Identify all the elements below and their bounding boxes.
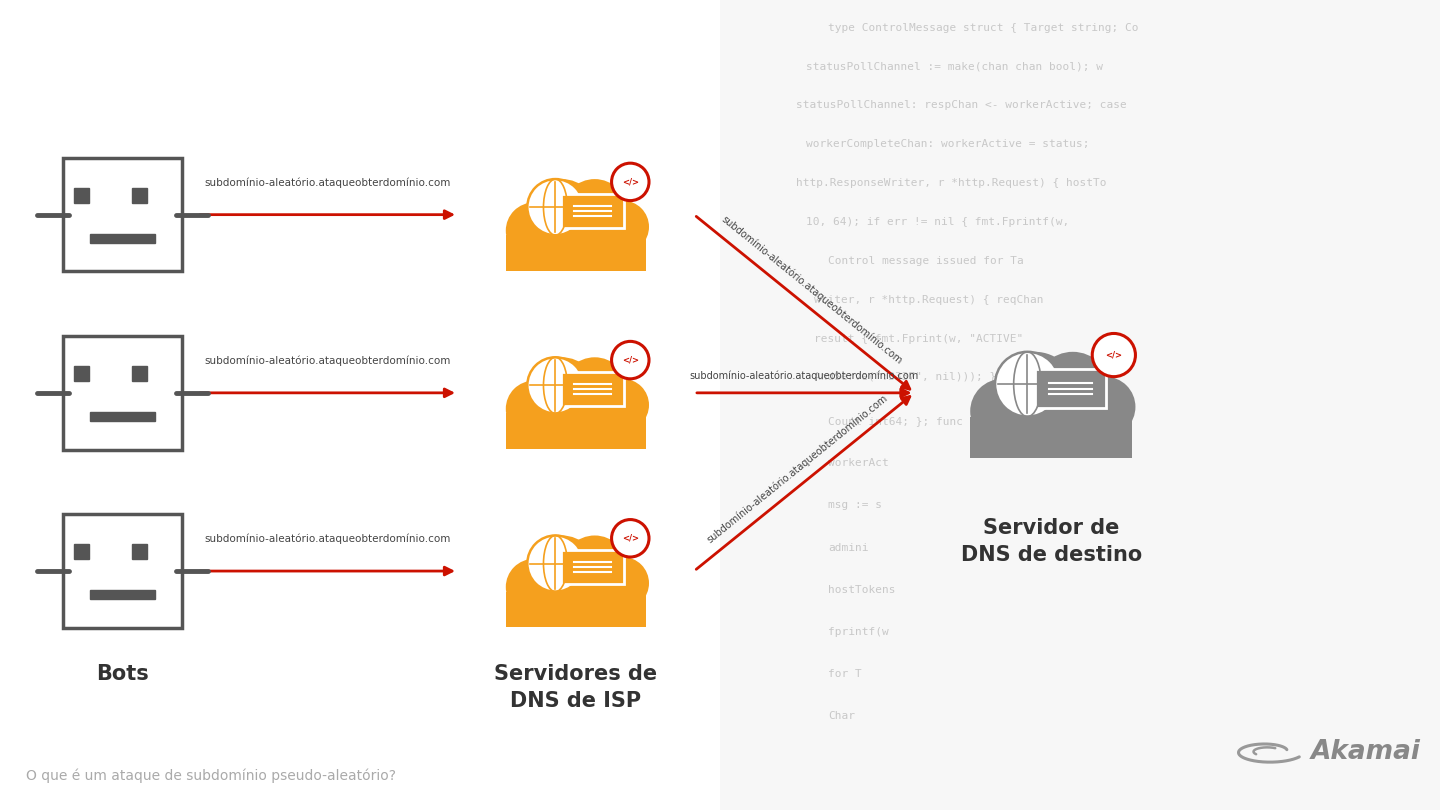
- FancyBboxPatch shape: [73, 544, 89, 560]
- Text: Servidores de
DNS de ISP: Servidores de DNS de ISP: [494, 664, 658, 710]
- FancyBboxPatch shape: [91, 590, 154, 599]
- Text: Bots: Bots: [96, 664, 148, 684]
- Ellipse shape: [1074, 377, 1136, 437]
- FancyBboxPatch shape: [91, 234, 154, 242]
- Text: msg := s: msg := s: [828, 501, 881, 510]
- Text: Count int64; }; func ma: Count int64; }; func ma: [828, 416, 984, 426]
- FancyBboxPatch shape: [505, 413, 647, 449]
- FancyBboxPatch shape: [562, 372, 625, 407]
- Text: subdomínio-aleatório.ataqueobterdomínio.com: subdomínio-aleatório.ataqueobterdomínio.…: [204, 177, 451, 188]
- Ellipse shape: [527, 179, 598, 250]
- FancyBboxPatch shape: [505, 235, 647, 271]
- Text: Char: Char: [828, 711, 855, 721]
- Ellipse shape: [994, 352, 1076, 434]
- Ellipse shape: [596, 379, 649, 431]
- FancyBboxPatch shape: [63, 158, 181, 271]
- Text: for T: for T: [828, 669, 861, 679]
- Text: </>: </>: [622, 177, 639, 186]
- Ellipse shape: [596, 201, 649, 253]
- Ellipse shape: [527, 357, 583, 413]
- Text: hostTokens: hostTokens: [828, 585, 896, 595]
- FancyBboxPatch shape: [63, 514, 181, 628]
- FancyBboxPatch shape: [132, 544, 147, 560]
- Text: Akamai: Akamai: [1310, 739, 1420, 765]
- Text: Control message issued for Ta: Control message issued for Ta: [828, 256, 1024, 266]
- Ellipse shape: [612, 341, 649, 379]
- Text: </>: </>: [622, 356, 639, 364]
- Ellipse shape: [562, 535, 628, 601]
- Text: subdomínio-aleatório.ataqueobterdomínio.com: subdomínio-aleatório.ataqueobterdomínio.…: [204, 356, 451, 366]
- FancyBboxPatch shape: [562, 194, 625, 228]
- Text: result { fmt.Fprint(w, "ACTIVE": result { fmt.Fprint(w, "ACTIVE": [814, 334, 1022, 343]
- Ellipse shape: [612, 519, 649, 557]
- Ellipse shape: [527, 535, 598, 607]
- Text: type ControlMessage struct { Target string; Co: type ControlMessage struct { Target stri…: [828, 23, 1139, 33]
- Text: subdomínio-aleatório.ataqueobterdomínio.com: subdomínio-aleatório.ataqueobterdomínio.…: [690, 370, 919, 381]
- Ellipse shape: [971, 379, 1035, 444]
- Ellipse shape: [505, 381, 562, 437]
- Ellipse shape: [562, 357, 628, 423]
- Ellipse shape: [596, 557, 649, 609]
- FancyBboxPatch shape: [63, 336, 181, 450]
- Text: subdomínio-aleatório.ataqueobterdomínio.com: subdomínio-aleatório.ataqueobterdomínio.…: [704, 392, 890, 544]
- FancyBboxPatch shape: [1035, 369, 1106, 407]
- Text: subdomínio-aleatório.ataqueobterdomínio.com: subdomínio-aleatório.ataqueobterdomínio.…: [204, 534, 451, 544]
- Text: AndServe(":3337", nil))); };pa: AndServe(":3337", nil))); };pa: [814, 373, 1017, 382]
- FancyBboxPatch shape: [562, 550, 625, 585]
- Text: subdomínio-aleatório.ataqueobterdomínio.com: subdomínio-aleatório.ataqueobterdomínio.…: [719, 214, 904, 366]
- Ellipse shape: [505, 202, 562, 258]
- Text: Servidor de
DNS de destino: Servidor de DNS de destino: [960, 518, 1142, 565]
- Text: O que é um ataque de subdomínio pseudo-aleatório?: O que é um ataque de subdomínio pseudo-a…: [26, 769, 396, 783]
- Text: </>: </>: [622, 534, 639, 543]
- Text: statusPollChannel: respChan <- workerActive; case: statusPollChannel: respChan <- workerAct…: [796, 100, 1128, 110]
- Ellipse shape: [1035, 352, 1110, 428]
- FancyBboxPatch shape: [91, 412, 154, 420]
- Text: 10, 64); if err != nil { fmt.Fprintf(w,: 10, 64); if err != nil { fmt.Fprintf(w,: [806, 217, 1070, 227]
- FancyBboxPatch shape: [132, 366, 147, 382]
- Text: workerAct: workerAct: [828, 458, 888, 468]
- Ellipse shape: [612, 163, 649, 201]
- Text: workerCompleteChan: workerActive = status;: workerCompleteChan: workerActive = statu…: [806, 139, 1090, 149]
- FancyBboxPatch shape: [971, 416, 1132, 458]
- Ellipse shape: [1093, 334, 1135, 377]
- Text: statusPollChannel := make(chan chan bool); w: statusPollChannel := make(chan chan bool…: [806, 62, 1103, 71]
- Bar: [720, 0, 1440, 810]
- Ellipse shape: [562, 179, 628, 245]
- FancyBboxPatch shape: [132, 188, 147, 203]
- Ellipse shape: [505, 559, 562, 615]
- Text: admini: admini: [828, 543, 868, 552]
- FancyBboxPatch shape: [73, 188, 89, 203]
- FancyBboxPatch shape: [73, 366, 89, 382]
- Text: </>: </>: [1106, 351, 1122, 360]
- Text: fprintf(w: fprintf(w: [828, 627, 888, 637]
- Ellipse shape: [995, 352, 1060, 416]
- Text: http.ResponseWriter, r *http.Request) { hostTo: http.ResponseWriter, r *http.Request) { …: [796, 178, 1107, 188]
- Ellipse shape: [527, 179, 583, 235]
- Ellipse shape: [527, 535, 583, 591]
- Ellipse shape: [527, 357, 598, 428]
- Text: writer, r *http.Request) { reqChan: writer, r *http.Request) { reqChan: [814, 295, 1043, 305]
- FancyBboxPatch shape: [505, 591, 647, 627]
